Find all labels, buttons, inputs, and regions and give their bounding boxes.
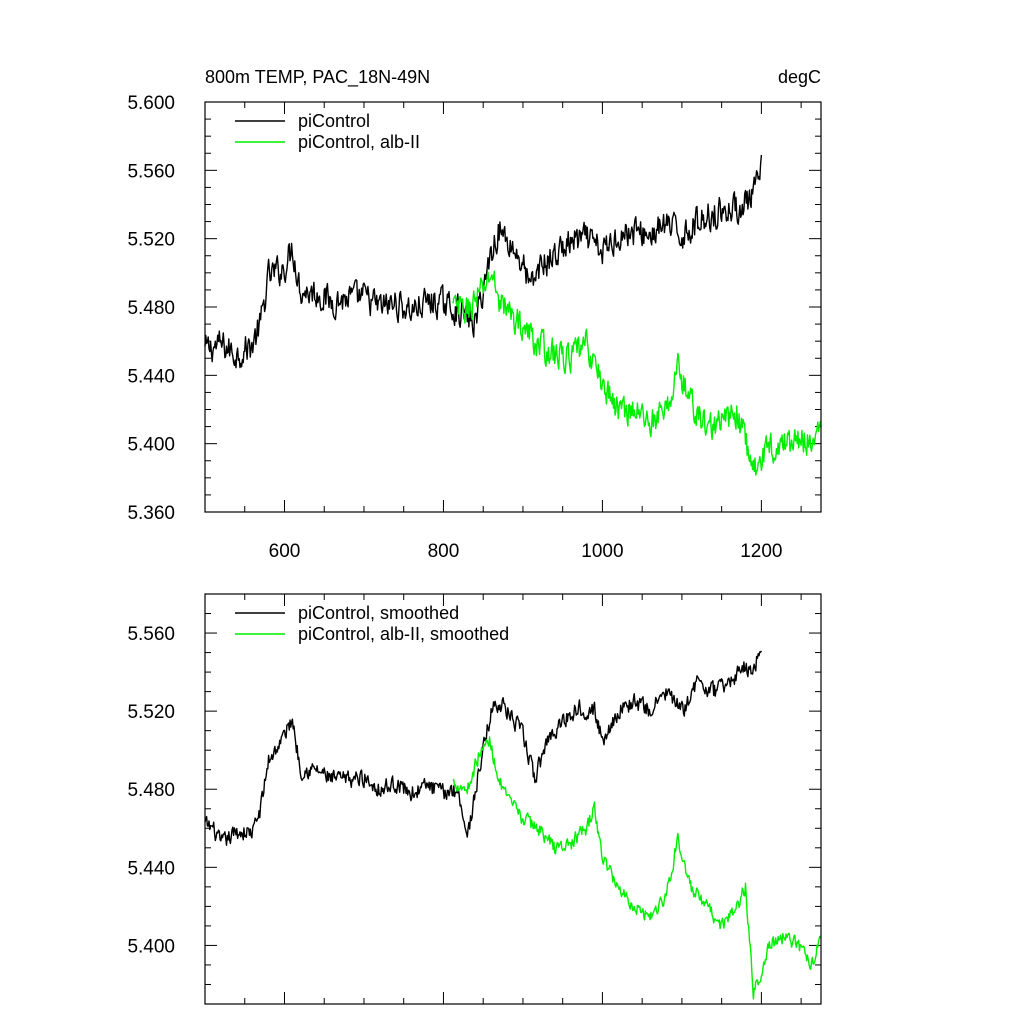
series-line-picontrol <box>204 154 763 369</box>
legend-label-picontrol-alb-ii-smoothed: piControl, alb-II, smoothed <box>298 624 509 644</box>
top-panel-frame <box>204 101 822 513</box>
x-tick-label: 1200 <box>740 541 782 562</box>
y-tick-label: 5.520 <box>127 702 175 723</box>
x-tick-label: 1000 <box>581 541 623 562</box>
y-tick-label: 5.480 <box>127 298 175 319</box>
bottom-panel-frame <box>204 593 822 1005</box>
top-panel-series <box>204 154 822 476</box>
y-tick-label: 5.440 <box>127 858 175 879</box>
x-tick-label: 800 <box>428 541 460 562</box>
bottom-panel-legend: piControl, smoothed piControl, alb-II, s… <box>235 603 509 644</box>
y-tick-label: 5.440 <box>127 366 175 387</box>
top-panel: 800m TEMP, PAC_18N-49N degC 600 800 1000 12… <box>127 67 822 562</box>
legend-label-picontrol-smoothed: piControl, smoothed <box>298 603 459 623</box>
y-tick-label: 5.600 <box>127 93 175 114</box>
series-line-picontrol-alb-ii <box>452 270 822 476</box>
legend-label-picontrol: piControl <box>298 111 370 131</box>
top-panel-title: 800m TEMP, PAC_18N-49N <box>205 67 430 88</box>
y-tick-label: 5.400 <box>127 936 175 957</box>
bottom-panel: 5.400 5.440 5.480 5.520 5.560 piControl, smo… <box>127 593 822 1005</box>
y-tick-label: 5.480 <box>127 780 175 801</box>
top-panel-units: degC <box>778 67 821 87</box>
series-line-picontrol-alb-ii-smoothed <box>452 736 822 1000</box>
y-tick-label: 5.560 <box>127 161 175 182</box>
top-panel-axes: 600 800 1000 1200 5.360 5.400 5.440 5.480 5.520 5… <box>127 93 821 562</box>
bottom-panel-series <box>204 650 822 1000</box>
y-tick-label: 5.520 <box>127 230 175 251</box>
y-tick-label: 5.360 <box>127 503 175 524</box>
series-line-picontrol-smoothed <box>204 650 762 846</box>
legend-label-picontrol-alb-ii: piControl, alb-II <box>298 132 420 152</box>
x-tick-label: 600 <box>269 541 301 562</box>
y-tick-label: 5.560 <box>127 624 175 645</box>
top-panel-legend: piControl piControl, alb-II <box>235 111 420 152</box>
y-tick-label: 5.400 <box>127 435 175 456</box>
